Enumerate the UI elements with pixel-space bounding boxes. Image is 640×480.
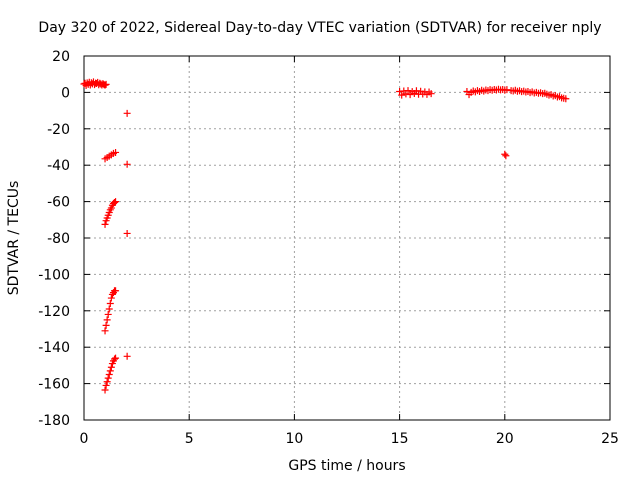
tick-layer: 0 5 10 15 20 25 20 0 -20 -40 -60 -80 -100 -120 -140 -16… <box>38 49 619 447</box>
y-tick-label: 20 <box>52 49 70 65</box>
data-point <box>104 374 112 382</box>
data-point <box>107 294 115 302</box>
data-point <box>404 87 412 95</box>
data-point <box>101 81 109 89</box>
data-point <box>106 367 114 375</box>
y-tick-label: -160 <box>38 377 70 393</box>
x-tick-label: 15 <box>391 431 409 447</box>
x-tick-label: 5 <box>185 431 194 447</box>
data-point <box>101 220 109 228</box>
data-point <box>102 321 110 329</box>
data-point <box>103 378 111 386</box>
data-point <box>111 199 119 207</box>
x-tick-label: 0 <box>80 431 89 447</box>
data-point <box>123 109 131 117</box>
x-tick-label: 20 <box>496 431 514 447</box>
data-point <box>106 300 114 308</box>
data-point <box>104 310 112 318</box>
chart-title: Day 320 of 2022, Sidereal Day-to-day VTE… <box>38 20 602 36</box>
data-point <box>105 305 113 313</box>
y-tick-label: -140 <box>38 340 70 356</box>
data-point <box>112 198 120 206</box>
data-point <box>105 371 113 378</box>
data-point <box>123 160 131 168</box>
y-tick-label: -120 <box>38 304 70 320</box>
data-point <box>102 381 110 389</box>
y-tick-label: 0 <box>61 85 70 101</box>
data-point <box>103 316 111 324</box>
y-axis-label: SDTVAR / TECUs <box>6 180 22 296</box>
y-tick-label: -60 <box>47 195 70 211</box>
plot-frame <box>83 55 611 421</box>
data-point <box>123 352 131 360</box>
y-tick-label: -80 <box>47 231 70 247</box>
data-point <box>101 386 109 394</box>
x-tick-label: 25 <box>601 431 619 447</box>
data-point <box>112 287 120 295</box>
data-point <box>427 90 435 98</box>
data-point <box>111 355 119 363</box>
data-point <box>107 363 115 371</box>
data-point <box>101 327 109 335</box>
y-tick-label: -180 <box>38 413 70 429</box>
y-tick-label: -40 <box>47 158 70 174</box>
data-point <box>398 91 406 99</box>
y-tick-label: -100 <box>38 267 70 283</box>
points-layer <box>80 78 570 394</box>
y-tick-label: -20 <box>47 122 70 138</box>
data-point <box>123 229 131 237</box>
data-point <box>102 80 110 88</box>
data-point <box>112 148 120 156</box>
data-point <box>112 354 120 362</box>
data-point <box>562 95 570 103</box>
grid-layer <box>84 56 610 420</box>
x-tick-label: 10 <box>285 431 303 447</box>
data-point <box>503 86 511 94</box>
data-point <box>502 152 510 160</box>
data-point <box>501 150 509 158</box>
x-axis-label: GPS time / hours <box>288 458 406 474</box>
